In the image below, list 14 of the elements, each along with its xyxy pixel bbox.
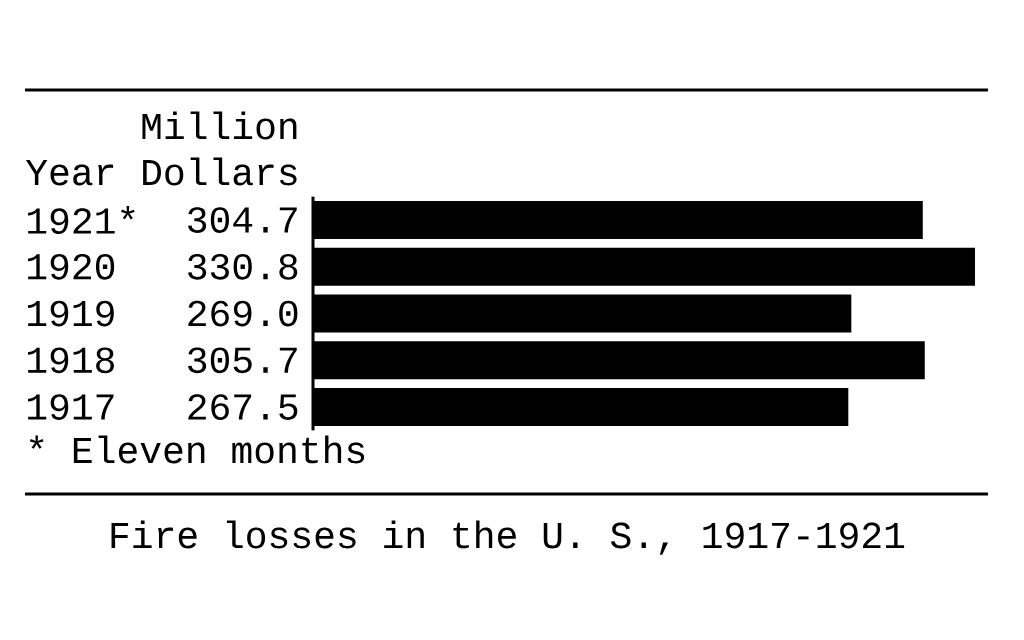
data-label: 267.5 [188,394,298,420]
data-label: 330.8 [188,253,298,280]
text: Fire losses in the U. S., 1917-1921 [111,520,905,555]
data-label: 305.7 [188,347,297,374]
data-label: 304.7 [188,207,297,233]
y-tick-label: 1918 [28,347,114,374]
data-label: 269.0 [188,300,298,327]
y-tick-label: 1919 [28,300,114,327]
y-tick-label: 1920 [28,253,115,280]
text: * Eleven months [29,435,365,464]
y-axis-title: Year [25,159,114,186]
y-tick-label: 1921* [28,206,135,234]
x-axis-title: Million Dollars [142,111,297,186]
y-tick-label: 1917 [28,394,114,420]
